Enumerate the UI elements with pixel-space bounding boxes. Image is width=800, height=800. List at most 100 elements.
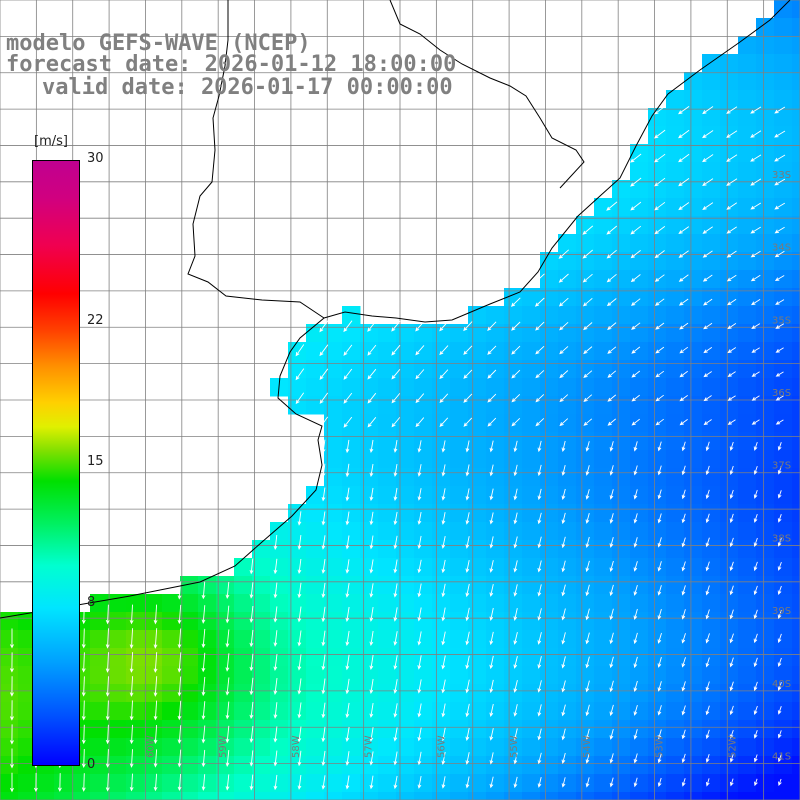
wind-cell — [756, 144, 775, 163]
wind-cell — [432, 594, 451, 613]
wind-arrow — [105, 773, 110, 792]
wind-cell — [414, 450, 433, 469]
wind-cell — [486, 666, 505, 685]
wind-arrow — [369, 751, 374, 766]
wind-arrow — [367, 344, 377, 356]
wind-cell — [630, 180, 649, 199]
wind-cell — [342, 306, 361, 325]
wind-cell — [0, 792, 19, 800]
wind-arrow — [681, 657, 686, 668]
wind-arrow — [489, 440, 494, 453]
latitude-label: 40S — [772, 679, 791, 690]
wind-arrow — [726, 202, 738, 210]
wind-cell — [612, 558, 631, 577]
wind-cell — [684, 774, 703, 793]
wind-cell — [342, 324, 361, 343]
wind-arrow — [702, 154, 714, 163]
wind-cell — [594, 198, 613, 217]
wind-arrow — [753, 730, 758, 739]
wind-cell — [774, 270, 793, 289]
wind-cell — [108, 774, 127, 793]
wind-cell — [486, 414, 505, 433]
wind-arrow — [249, 726, 254, 743]
wind-cell — [378, 666, 397, 685]
wind-arrow — [583, 346, 593, 355]
wind-arrow — [249, 558, 254, 575]
wind-cell — [630, 576, 649, 595]
wind-cell — [252, 792, 271, 800]
wind-cell — [756, 450, 775, 469]
wind-arrow — [393, 751, 398, 766]
wind-cell — [522, 522, 541, 541]
wind-cell — [378, 720, 397, 739]
wind-cell — [648, 306, 667, 325]
wind-cell — [684, 450, 703, 469]
wind-cell — [576, 630, 595, 649]
wind-cell — [792, 720, 800, 739]
wind-arrow — [225, 677, 230, 696]
wind-arrow — [729, 441, 734, 451]
wind-cell — [342, 342, 361, 361]
wind-cell — [468, 414, 487, 433]
wind-arrow — [726, 274, 737, 282]
wind-arrow — [297, 558, 302, 575]
wind-cell — [90, 684, 109, 703]
wind-cell — [630, 198, 649, 217]
wind-cell — [720, 558, 739, 577]
wind-arrow — [439, 393, 449, 403]
wind-arrow — [415, 321, 425, 332]
forecast-date: forecast date: 2026-01-12 18:00:00 — [6, 52, 457, 77]
wind-arrow — [273, 750, 278, 767]
wind-arrow — [321, 678, 326, 695]
wind-cell — [396, 486, 415, 505]
wind-arrow — [654, 274, 665, 282]
wind-cell — [792, 648, 800, 667]
wind-cell — [792, 540, 800, 559]
wind-cell — [18, 720, 37, 739]
wind-cell — [378, 414, 397, 433]
wind-cell — [702, 360, 721, 379]
wind-cell — [756, 612, 775, 631]
wind-cell — [594, 432, 613, 451]
wind-arrow — [702, 178, 714, 186]
wind-arrow — [609, 728, 614, 740]
wind-cell — [414, 684, 433, 703]
wind-arrow — [441, 655, 446, 670]
wind-cell — [180, 702, 199, 721]
wind-cell — [324, 792, 343, 800]
wind-cell — [486, 756, 505, 775]
wind-cell — [738, 162, 757, 181]
wind-cell — [432, 792, 451, 800]
wind-arrow — [9, 772, 14, 793]
wind-arrow — [585, 560, 590, 573]
latitude-label: 37S — [772, 461, 791, 472]
wind-cell — [360, 594, 379, 613]
wind-cell — [342, 594, 361, 613]
wind-cell — [288, 684, 307, 703]
wind-cell — [774, 288, 793, 307]
wind-cell — [162, 792, 181, 800]
wind-arrow — [777, 657, 782, 667]
wind-cell — [198, 666, 217, 685]
wind-cell — [360, 486, 379, 505]
wind-arrow — [417, 607, 422, 622]
wind-cell — [558, 306, 577, 325]
wind-cell — [378, 702, 397, 721]
wind-arrow — [561, 512, 566, 525]
wind-cell — [774, 90, 793, 109]
wind-cell — [360, 612, 379, 631]
wind-cell — [396, 522, 415, 541]
wind-cell — [108, 648, 127, 667]
wind-cell — [738, 378, 757, 397]
wind-cell — [342, 468, 361, 487]
wind-arrow — [513, 584, 518, 597]
wind-cell — [594, 306, 613, 325]
wind-cell — [558, 468, 577, 487]
wind-arrow — [609, 560, 614, 572]
wind-cell — [126, 756, 145, 775]
wind-arrow — [705, 778, 710, 787]
wind-cell — [270, 576, 289, 595]
wind-arrow — [129, 773, 134, 792]
wind-cell — [702, 504, 721, 523]
wind-cell — [702, 720, 721, 739]
